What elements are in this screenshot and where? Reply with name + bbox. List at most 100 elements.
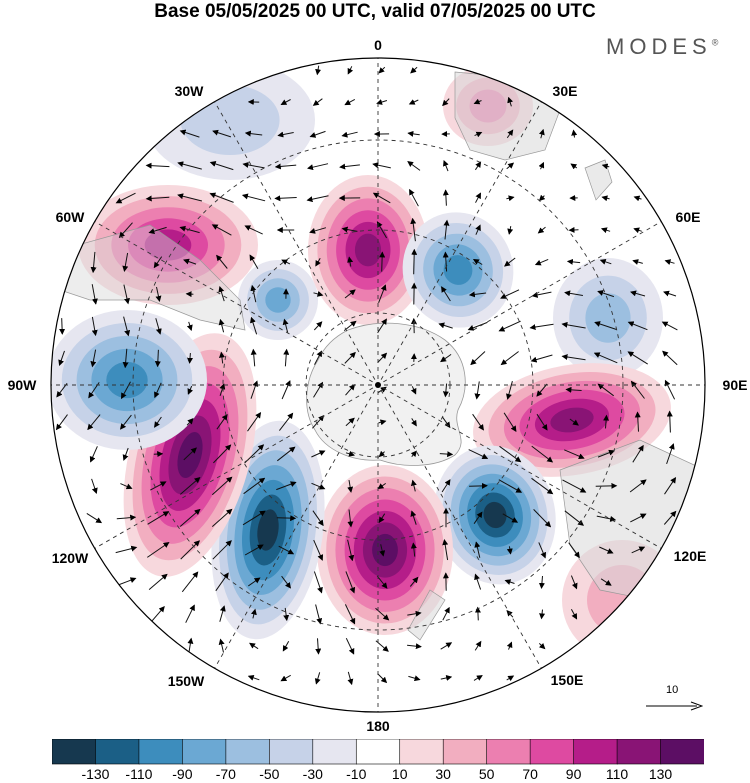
wind-vector-arrow	[180, 540, 201, 560]
wind-vector-arrow	[538, 575, 545, 589]
wind-vector-arrow	[378, 66, 386, 74]
wind-vector-arrow	[570, 575, 578, 590]
wind-vector-arrow	[279, 412, 294, 431]
wind-vector-arrow	[467, 321, 488, 331]
wind-vector-arrow	[218, 318, 225, 333]
anomaly-contour-band	[144, 229, 192, 261]
colorbar-tick-label: -130	[81, 766, 110, 782]
wind-vector-arrow	[633, 195, 642, 202]
wind-vector-arrow	[378, 513, 386, 524]
wind-vector-arrow	[315, 65, 322, 76]
wind-vector-arrow	[313, 321, 323, 331]
wind-vector-arrow	[474, 131, 483, 138]
wind-vector-arrow	[631, 546, 646, 554]
wind-vector-arrow	[408, 675, 421, 682]
colorbar-tick-label: 30	[435, 766, 451, 782]
wind-vector-arrow	[211, 224, 232, 236]
wind-vector-arrow	[247, 674, 260, 681]
wind-vector-arrow	[506, 162, 515, 170]
wind-vector-arrow	[536, 383, 548, 397]
wind-vector-arrow	[276, 481, 297, 491]
wind-vector-arrow	[378, 419, 387, 426]
wind-vector-arrow	[561, 354, 586, 361]
wind-vector-arrow	[530, 354, 553, 363]
map-disk	[51, 58, 705, 712]
wind-vector-arrow	[315, 638, 322, 655]
wind-vector-arrow	[276, 446, 296, 462]
lon-label-90e: 90E	[723, 377, 748, 393]
wind-vector-arrow	[278, 545, 295, 555]
wind-vector-arrow	[663, 290, 677, 297]
wind-vector-arrow	[121, 381, 131, 400]
wind-vector-arrow	[410, 217, 417, 242]
wind-vector-arrow	[506, 129, 514, 139]
wind-vector-arrow	[313, 571, 323, 594]
wind-vector-arrow	[282, 318, 289, 333]
wind-vector-arrow	[341, 131, 358, 138]
wind-vector-arrow	[529, 323, 554, 330]
wind-vector-arrow	[154, 349, 161, 368]
wind-vector-arrow	[473, 98, 482, 105]
wind-vector-arrow	[345, 384, 356, 396]
wind-vector-arrow	[187, 353, 193, 364]
wind-vector-arrow	[306, 195, 329, 203]
wind-vector-arrow	[627, 351, 648, 365]
wind-vector-arrow	[313, 291, 324, 297]
wind-vector-arrow	[56, 382, 68, 398]
wind-vector-arrow	[145, 162, 170, 169]
wind-vector-arrow	[536, 413, 548, 431]
wind-vector-arrow	[474, 161, 482, 171]
wind-vector-arrow	[507, 225, 514, 235]
wind-vector-arrow	[661, 321, 678, 331]
wind-vector-arrow	[570, 608, 578, 620]
madagascar-land	[584, 159, 613, 201]
lon-label-0: 0	[374, 37, 382, 53]
wind-vector-arrow	[347, 480, 354, 493]
wind-vector-arrow	[633, 227, 642, 234]
wind-vector-arrow	[473, 675, 483, 681]
colorbar-tick-label: 90	[565, 766, 582, 782]
wind-vector-arrow	[498, 479, 523, 493]
wind-vector-arrow	[376, 575, 388, 589]
wind-vector-arrow	[666, 410, 673, 433]
wind-vector-arrow	[347, 509, 354, 528]
latitude-circle-3	[132, 139, 624, 631]
vector-scale-arrow	[646, 701, 703, 711]
wind-vector-arrow	[566, 258, 581, 265]
negative-anomaly-center	[145, 60, 315, 180]
wind-vector-arrow	[599, 258, 612, 265]
wind-vector-arrow	[249, 642, 259, 650]
wind-vector-arrow	[215, 572, 229, 592]
wind-vector-arrow	[186, 321, 193, 332]
wind-vector-arrow	[312, 98, 323, 106]
wind-vector-arrow	[211, 508, 233, 527]
wind-vector-arrow	[468, 449, 489, 459]
lon-label-150w: 150W	[168, 673, 205, 689]
wind-vector-arrow	[123, 284, 130, 305]
wind-vector-arrow	[440, 353, 452, 363]
wind-vector-arrow	[410, 479, 417, 492]
lon-label-180: 180	[366, 718, 390, 734]
wind-vector-arrow	[91, 284, 98, 305]
wind-vector-arrow	[506, 380, 513, 400]
wind-vector-arrow	[600, 578, 612, 586]
wind-vector-arrow	[506, 641, 513, 650]
wind-vector-arrow	[151, 606, 165, 622]
wind-vector-arrow	[216, 254, 228, 269]
wind-vector-arrow	[155, 286, 162, 302]
wind-vector-arrow	[439, 451, 454, 458]
wind-vector-arrow	[498, 320, 521, 332]
wind-vector-arrow	[212, 129, 232, 138]
wind-vector-arrow	[122, 447, 129, 461]
wind-vector-arrow	[377, 482, 386, 490]
wind-vector-arrow	[248, 577, 261, 587]
wind-vector-arrow	[344, 351, 356, 364]
wind-vector-arrow	[376, 99, 388, 105]
wind-vector-arrow	[378, 450, 386, 458]
wind-vector-arrow	[277, 131, 294, 138]
wind-vector-arrow	[407, 161, 421, 171]
wind-vector-arrow	[499, 445, 522, 463]
wind-vector-arrow	[209, 192, 234, 203]
wind-vector-arrow	[213, 444, 232, 464]
